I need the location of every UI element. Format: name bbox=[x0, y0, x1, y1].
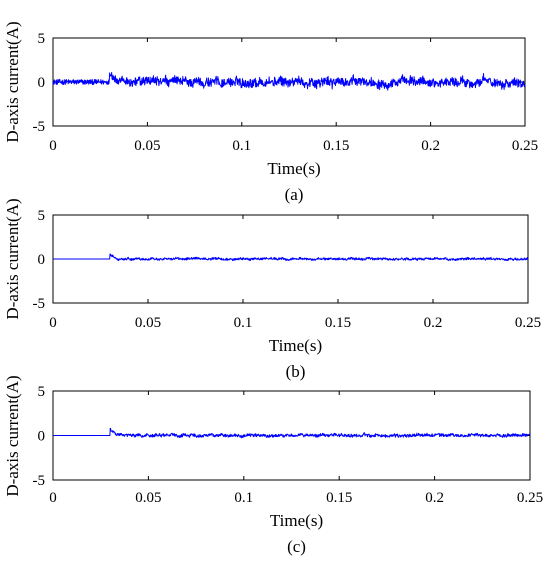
y-tick-label: 0 bbox=[38, 75, 46, 91]
series-line-d-axis-current bbox=[52, 71, 526, 91]
x-tick-label: 0.2 bbox=[424, 315, 443, 331]
y-tick-label: -5 bbox=[33, 473, 46, 489]
y-tick-label: 0 bbox=[38, 252, 46, 268]
x-tick-label: 0.1 bbox=[234, 490, 253, 506]
x-tick-label: 0.15 bbox=[323, 138, 349, 154]
x-tick-label: 0.15 bbox=[326, 490, 352, 506]
x-tick-label: 0.25 bbox=[515, 315, 541, 331]
x-tick-label: 0.05 bbox=[135, 315, 161, 331]
y-tick-label: 5 bbox=[38, 208, 46, 224]
y-tick-label: 5 bbox=[38, 384, 46, 400]
x-tick-label: 0.05 bbox=[135, 490, 161, 506]
panel-caption: (c) bbox=[287, 537, 306, 556]
x-tick-label: 0.25 bbox=[512, 138, 538, 154]
x-tick-label: 0 bbox=[49, 138, 57, 154]
series-line-d-axis-current bbox=[52, 253, 529, 262]
x-tick-label: 0.2 bbox=[425, 490, 444, 506]
y-axis-label: D-axis current(A) bbox=[3, 375, 22, 496]
x-axis-label: Time(s) bbox=[269, 336, 322, 355]
series-line-d-axis-current bbox=[52, 427, 531, 439]
x-tick-label: 0.2 bbox=[421, 138, 440, 154]
y-tick-label: -5 bbox=[33, 119, 46, 135]
y-axis-label: D-axis current(A) bbox=[3, 198, 22, 319]
y-tick-label: 0 bbox=[38, 429, 46, 445]
panel-caption: (b) bbox=[286, 362, 306, 381]
x-tick-label: 0 bbox=[49, 490, 57, 506]
x-tick-label: 0.1 bbox=[234, 315, 253, 331]
x-tick-label: 0.15 bbox=[325, 315, 351, 331]
y-tick-label: 5 bbox=[38, 31, 46, 47]
x-tick-label: 0.25 bbox=[517, 490, 543, 506]
x-tick-label: 0 bbox=[49, 315, 57, 331]
panel-caption: (a) bbox=[285, 185, 304, 204]
x-tick-label: 0.05 bbox=[134, 138, 160, 154]
x-axis-label: Time(s) bbox=[267, 159, 320, 178]
y-tick-label: -5 bbox=[33, 296, 46, 312]
y-axis-label: D-axis current(A) bbox=[3, 21, 22, 142]
x-tick-label: 0.1 bbox=[232, 138, 251, 154]
x-axis-label: Time(s) bbox=[270, 511, 323, 530]
